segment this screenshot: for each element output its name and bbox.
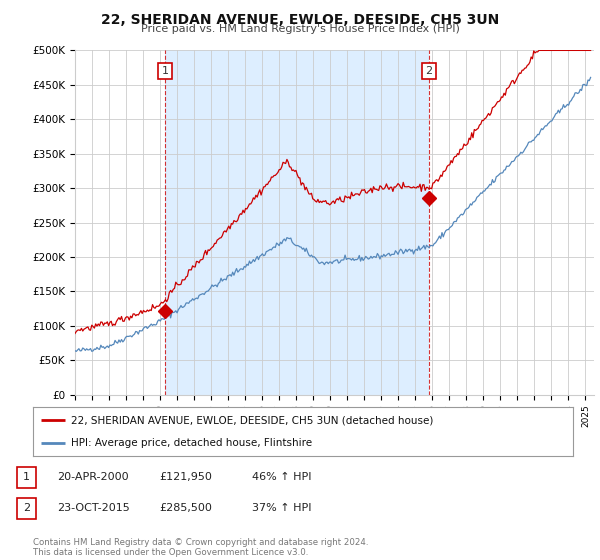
- Text: 22, SHERIDAN AVENUE, EWLOE, DEESIDE, CH5 3UN (detached house): 22, SHERIDAN AVENUE, EWLOE, DEESIDE, CH5…: [71, 416, 433, 426]
- Text: Price paid vs. HM Land Registry's House Price Index (HPI): Price paid vs. HM Land Registry's House …: [140, 24, 460, 34]
- Text: £121,950: £121,950: [159, 472, 212, 482]
- Bar: [165, 50, 429, 395]
- Text: 1: 1: [161, 66, 169, 76]
- Text: 23-OCT-2015: 23-OCT-2015: [57, 503, 130, 513]
- Text: 22, SHERIDAN AVENUE, EWLOE, DEESIDE, CH5 3UN: 22, SHERIDAN AVENUE, EWLOE, DEESIDE, CH5…: [101, 13, 499, 27]
- Text: Contains HM Land Registry data © Crown copyright and database right 2024.
This d: Contains HM Land Registry data © Crown c…: [33, 538, 368, 557]
- Text: 46% ↑ HPI: 46% ↑ HPI: [252, 472, 311, 482]
- Text: 2: 2: [425, 66, 433, 76]
- Text: 20-APR-2000: 20-APR-2000: [57, 472, 128, 482]
- Text: 2: 2: [23, 503, 30, 513]
- Text: HPI: Average price, detached house, Flintshire: HPI: Average price, detached house, Flin…: [71, 438, 312, 448]
- Text: 1: 1: [23, 472, 30, 482]
- Text: 37% ↑ HPI: 37% ↑ HPI: [252, 503, 311, 513]
- Text: £285,500: £285,500: [159, 503, 212, 513]
